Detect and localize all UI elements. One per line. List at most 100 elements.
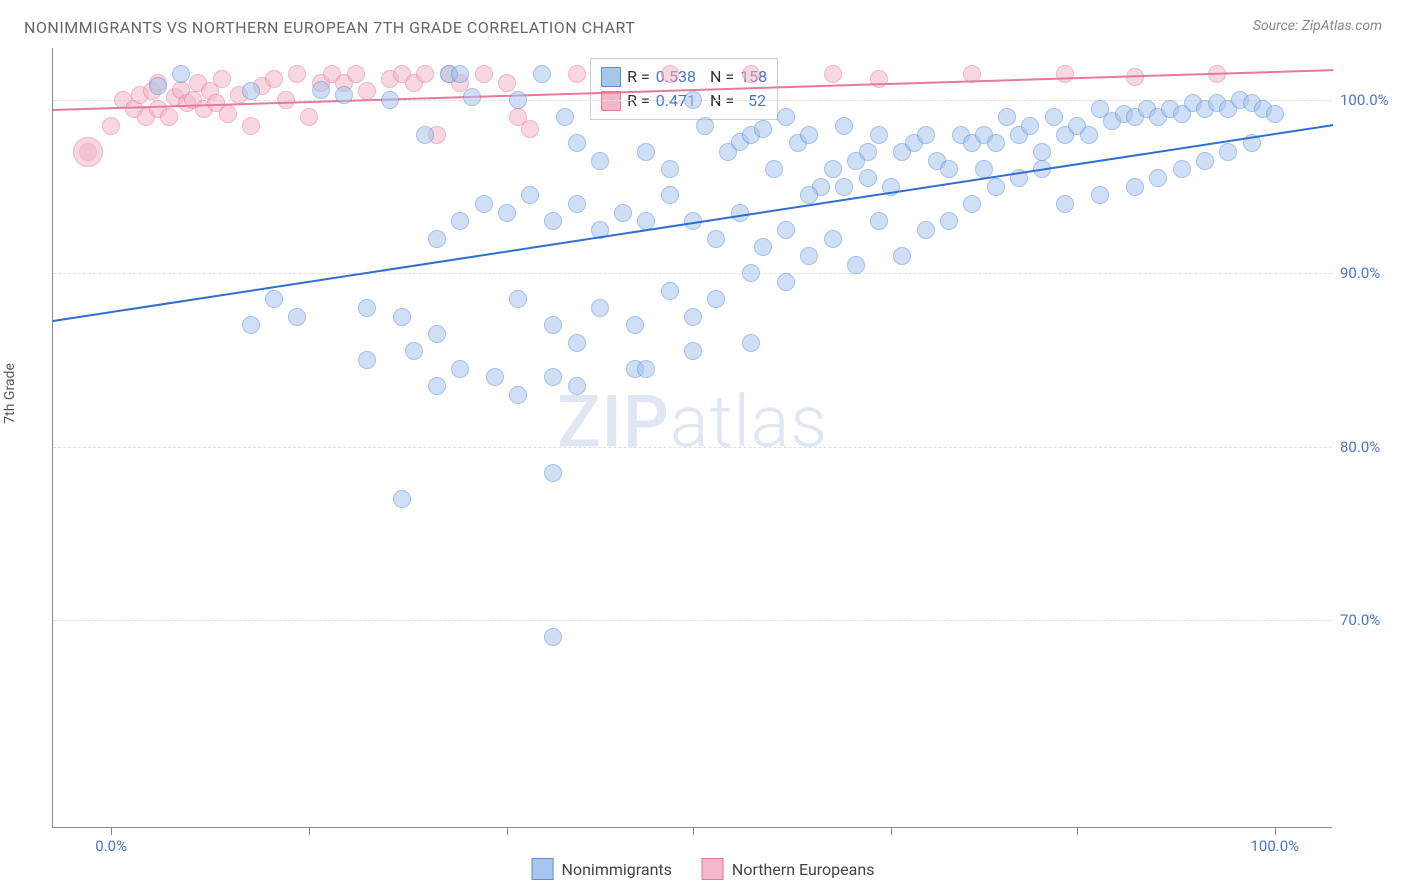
nonimmigrants-point bbox=[1126, 178, 1144, 196]
y-tick-label: 80.0% bbox=[1340, 438, 1396, 456]
series-swatch bbox=[601, 91, 621, 111]
legend: Nonimmigrants Northern Europeans bbox=[532, 858, 875, 880]
nonimmigrants-point bbox=[312, 81, 330, 99]
nonimmigrants-point bbox=[800, 247, 818, 265]
x-tick bbox=[693, 827, 694, 835]
nonimmigrants-point bbox=[835, 117, 853, 135]
nonimmigrants-point bbox=[777, 108, 795, 126]
nonimmigrants-point bbox=[754, 238, 772, 256]
nonimmigrants-point bbox=[1021, 117, 1039, 135]
nonimmigrants-point bbox=[987, 134, 1005, 152]
northern-europeans-point bbox=[568, 65, 586, 83]
nonimmigrants-point bbox=[486, 368, 504, 386]
nonimmigrants-point bbox=[509, 386, 527, 404]
x-tick bbox=[1077, 827, 1078, 835]
nonimmigrants-point bbox=[1091, 186, 1109, 204]
nonimmigrants-point bbox=[963, 195, 981, 213]
nonimmigrants-point bbox=[1045, 108, 1063, 126]
nonimmigrants-point bbox=[498, 204, 516, 222]
nonimmigrants-point bbox=[149, 77, 167, 95]
nonimmigrants-point bbox=[754, 120, 772, 138]
nonimmigrants-point bbox=[824, 230, 842, 248]
northern-europeans-point bbox=[1056, 65, 1074, 83]
nonimmigrants-point bbox=[265, 290, 283, 308]
nonimmigrants-point bbox=[765, 160, 783, 178]
nonimmigrants-point bbox=[637, 143, 655, 161]
nonimmigrants-point bbox=[917, 221, 935, 239]
y-axis-label: 7th Grade bbox=[2, 363, 18, 424]
y-tick-label: 100.0% bbox=[1340, 91, 1396, 109]
nonimmigrants-point bbox=[544, 628, 562, 646]
watermark: ZIPatlas bbox=[557, 379, 828, 464]
n-label: N = bbox=[710, 89, 734, 113]
x-tick bbox=[111, 827, 112, 835]
nonimmigrants-point bbox=[556, 108, 574, 126]
northern-europeans-point bbox=[742, 65, 760, 83]
gridline bbox=[53, 620, 1332, 621]
nonimmigrants-point bbox=[451, 360, 469, 378]
nonimmigrants-point bbox=[393, 308, 411, 326]
nonimmigrants-point bbox=[428, 377, 446, 395]
source-attribution: Source: ZipAtlas.com bbox=[1253, 18, 1382, 34]
r-label: R = bbox=[627, 65, 650, 89]
x-tick-label: 0.0% bbox=[95, 837, 127, 855]
nonimmigrants-point bbox=[661, 282, 679, 300]
northern-europeans-point bbox=[160, 108, 178, 126]
nonimmigrants-point bbox=[661, 186, 679, 204]
legend-swatch bbox=[702, 858, 724, 880]
scatter-plot-area: ZIPatlas R =0.538N =158R =0.471N = 52 70… bbox=[52, 48, 1332, 828]
nonimmigrants-point bbox=[870, 126, 888, 144]
northern-europeans-point bbox=[347, 65, 365, 83]
nonimmigrants-point bbox=[777, 273, 795, 291]
northern-europeans-point bbox=[824, 65, 842, 83]
nonimmigrants-point bbox=[614, 204, 632, 222]
nonimmigrants-point bbox=[405, 342, 423, 360]
nonimmigrants-point bbox=[998, 108, 1016, 126]
x-tick bbox=[507, 827, 508, 835]
nonimmigrants-point bbox=[381, 91, 399, 109]
nonimmigrants-point bbox=[859, 143, 877, 161]
northern-europeans-point bbox=[870, 70, 888, 88]
n-value: 52 bbox=[740, 89, 766, 113]
nonimmigrants-point bbox=[521, 186, 539, 204]
northern-europeans-point bbox=[498, 74, 516, 92]
nonimmigrants-point bbox=[1033, 143, 1051, 161]
nonimmigrants-point bbox=[684, 308, 702, 326]
nonimmigrants-point bbox=[1056, 195, 1074, 213]
nonimmigrants-point bbox=[568, 377, 586, 395]
nonimmigrants-point bbox=[509, 290, 527, 308]
nonimmigrants-point bbox=[172, 65, 190, 83]
nonimmigrants-point bbox=[859, 169, 877, 187]
legend-item: Northern Europeans bbox=[702, 858, 875, 880]
nonimmigrants-point bbox=[544, 368, 562, 386]
nonimmigrants-point bbox=[533, 65, 551, 83]
nonimmigrants-point bbox=[568, 334, 586, 352]
legend-label: Northern Europeans bbox=[732, 860, 875, 879]
nonimmigrants-point bbox=[393, 490, 411, 508]
northern-europeans-point bbox=[1126, 68, 1144, 86]
nonimmigrants-point bbox=[707, 230, 725, 248]
northern-europeans-point bbox=[265, 70, 283, 88]
northern-europeans-point bbox=[358, 82, 376, 100]
nonimmigrants-point bbox=[358, 351, 376, 369]
nonimmigrants-point bbox=[475, 195, 493, 213]
nonimmigrants-point bbox=[684, 91, 702, 109]
x-tick-label: 100.0% bbox=[1250, 837, 1299, 855]
nonimmigrants-point bbox=[707, 290, 725, 308]
gridline bbox=[53, 273, 1332, 274]
nonimmigrants-point bbox=[288, 308, 306, 326]
nonimmigrants-point bbox=[1219, 143, 1237, 161]
nonimmigrants-point bbox=[800, 126, 818, 144]
n-label: N = bbox=[710, 65, 734, 89]
northern-europeans-point bbox=[242, 117, 260, 135]
nonimmigrants-point bbox=[940, 160, 958, 178]
nonimmigrants-point bbox=[463, 88, 481, 106]
x-tick bbox=[309, 827, 310, 835]
northern-europeans-point bbox=[416, 65, 434, 83]
chart-title: NONIMMIGRANTS VS NORTHERN EUROPEAN 7TH G… bbox=[24, 18, 635, 37]
legend-label: Nonimmigrants bbox=[562, 860, 672, 879]
y-tick-label: 70.0% bbox=[1340, 611, 1396, 629]
nonimmigrants-point bbox=[824, 160, 842, 178]
nonimmigrants-point bbox=[637, 360, 655, 378]
watermark-light: atlas bbox=[670, 379, 828, 464]
